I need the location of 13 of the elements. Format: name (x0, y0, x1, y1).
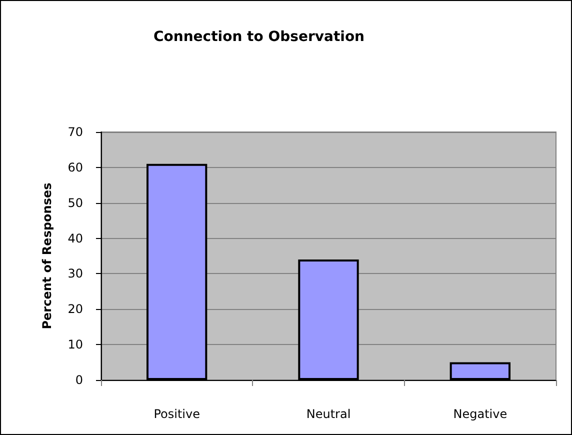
y-tick-label: 50 (68, 196, 83, 210)
y-tick-label: 40 (68, 231, 83, 246)
y-tick-label: 70 (68, 125, 83, 139)
x-tick-label: Negative (453, 407, 508, 421)
y-axis-title: Percent of Responses (40, 182, 54, 330)
y-tick-label: 30 (68, 266, 83, 281)
y-tick-label: 20 (68, 302, 83, 316)
y-tick-label: 10 (68, 338, 83, 352)
y-tick-label: 0 (75, 373, 83, 387)
y-tick-label: 60 (68, 160, 83, 174)
x-tick-label: Positive (154, 407, 200, 421)
x-tick-label: Neutral (306, 407, 351, 421)
chart-title: Connection to Observation (153, 29, 365, 45)
